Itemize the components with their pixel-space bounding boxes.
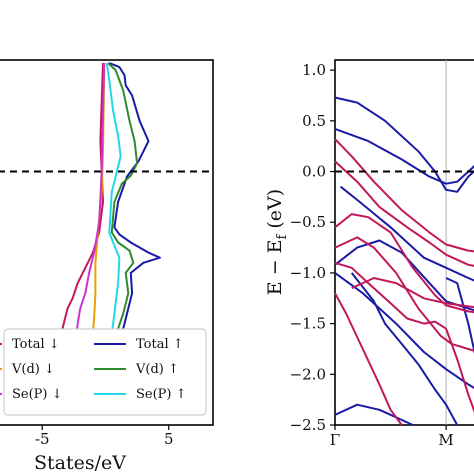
band-line-2 (339, 185, 474, 282)
band-line-14 (351, 277, 474, 309)
band-y-tick-label-6: −2.0 (290, 365, 326, 383)
legend-right-column: Total ↑ V(d) ↑ Se(P) ↑ (94, 337, 187, 402)
dos-series-line-3 (60, 62, 104, 335)
dos-series-line-5 (75, 62, 106, 334)
band-line-4 (334, 272, 474, 390)
band-line-1 (334, 127, 474, 185)
band-y-tick-label-3: −0.5 (290, 213, 326, 231)
band-y-tick-label-2: 0.0 (302, 163, 326, 181)
legend-box (3, 328, 207, 416)
band-line-11 (334, 236, 474, 352)
band-series-group (334, 96, 474, 426)
band-y-ticks: 1.0 0.5 0.0 −0.5 −1.0 −1.5 −2.0 −2.5 (290, 61, 335, 434)
dos-panel: -5 5 States/eV Total ↓ V(d) ↓ Se(P) ↓ Total… (0, 59, 214, 474)
legend-left-label-2: Se(P) ↓ (12, 387, 63, 402)
legend-right-label-1: V(d) ↑ (135, 362, 179, 377)
dos-series-line-1 (107, 62, 139, 335)
band-y-tick-label-7: −2.5 (290, 416, 326, 434)
band-line-9 (334, 160, 474, 267)
dos-series-line-2 (105, 62, 122, 334)
band-y-tick-label-1: 0.5 (302, 112, 326, 130)
dos-plot-frame (0, 59, 214, 426)
legend-right-label-2: Se(P) ↑ (136, 387, 187, 402)
dos-x-tick-label-1: 5 (164, 430, 174, 448)
dos-legend: Total ↓ V(d) ↓ Se(P) ↓ Total ↑ V(d) ↑ Se(P) … (0, 328, 207, 416)
ylabel-unit: (eV) (264, 189, 286, 235)
band-y-tick-label-4: −1.0 (290, 264, 326, 282)
band-x-tick-label-0: Γ (330, 431, 340, 449)
band-x-tick-label-1: M (438, 431, 453, 449)
band-y-tick-label-5: −1.5 (290, 315, 326, 333)
band-y-tick-label-0: 1.0 (302, 61, 326, 79)
ylabel-main: E − E (264, 239, 286, 295)
band-line-12 (334, 261, 474, 414)
legend-right-label-0: Total ↑ (136, 337, 184, 352)
dos-x-tick-label-0: -5 (35, 430, 50, 448)
legend-left-label-1: V(d) ↓ (11, 362, 55, 377)
ylabel-subscript: f (275, 233, 290, 239)
dos-series-group (60, 62, 161, 335)
band-plot-frame (334, 59, 474, 426)
band-line-7 (445, 277, 474, 355)
dos-x-axis-label: States/eV (34, 452, 126, 474)
band-line-10 (334, 213, 474, 314)
band-line-0 (334, 96, 474, 193)
band-line-8 (334, 138, 474, 253)
band-line-5 (350, 272, 459, 426)
band-line-6 (334, 403, 414, 426)
band-y-axis-label: E − Ef (eV) (264, 189, 290, 295)
legend-left-label-0: Total ↓ (12, 337, 60, 352)
legend-left-column: Total ↓ V(d) ↓ Se(P) ↓ (0, 337, 63, 402)
dos-x-ticks: -5 5 (35, 425, 174, 448)
dos-series-line-0 (108, 62, 161, 335)
band-line-13 (334, 292, 403, 426)
